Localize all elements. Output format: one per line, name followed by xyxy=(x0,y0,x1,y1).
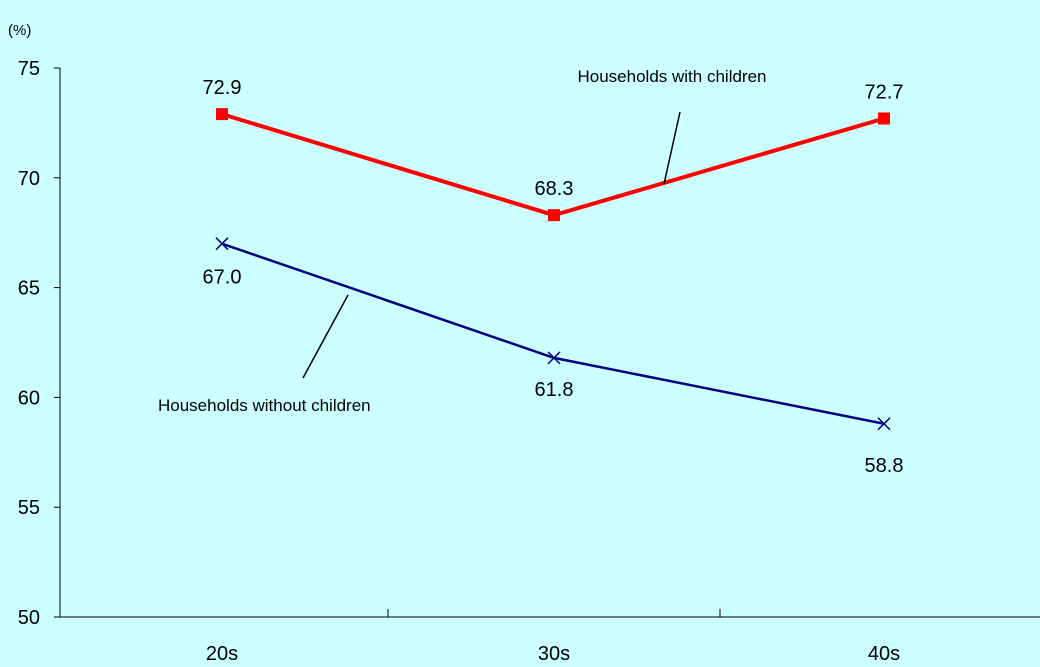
data-label: 67.0 xyxy=(203,267,242,289)
series-name-label: Households with children xyxy=(578,67,767,86)
data-label: 72.7 xyxy=(865,82,904,104)
data-label: 58.8 xyxy=(865,455,904,477)
axes: 50 55 60 65 70 75 20s 30s 40s xyxy=(18,58,1040,665)
marker-stroke xyxy=(547,351,561,365)
data-point-marker xyxy=(877,417,891,431)
y-tick-label: 75 xyxy=(18,58,40,80)
y-tick-label: 70 xyxy=(18,168,40,190)
series-name-label: Households without children xyxy=(158,396,371,415)
marker-stroke xyxy=(877,417,891,431)
data-label: 68.3 xyxy=(535,178,574,200)
x-tick-label: 20s xyxy=(206,643,238,662)
y-tick-label: 50 xyxy=(18,607,40,629)
y-tick-label: 55 xyxy=(18,497,40,519)
marker-stroke xyxy=(215,237,229,251)
data-point-marker xyxy=(216,108,228,121)
data-label: 72.9 xyxy=(203,77,242,99)
x-tick-label: 30s xyxy=(538,643,570,662)
annotations: Households with children Households witho… xyxy=(158,67,767,415)
y-tick-label: 65 xyxy=(18,278,40,300)
data-point-marker xyxy=(215,237,229,251)
data-label: 61.8 xyxy=(535,379,574,401)
y-tick-label: 60 xyxy=(18,387,40,409)
data-point-marker xyxy=(878,112,890,125)
unit-label: (%) xyxy=(8,22,31,39)
series-callout-line xyxy=(663,111,681,185)
x-tick-label: 40s xyxy=(868,643,900,662)
data-point-marker xyxy=(547,351,561,365)
series-callout-line xyxy=(302,294,349,379)
series-layer: 72.9 68.3 72.7 67.0 61.8 58.8 xyxy=(203,77,904,477)
data-point-marker xyxy=(548,209,560,222)
